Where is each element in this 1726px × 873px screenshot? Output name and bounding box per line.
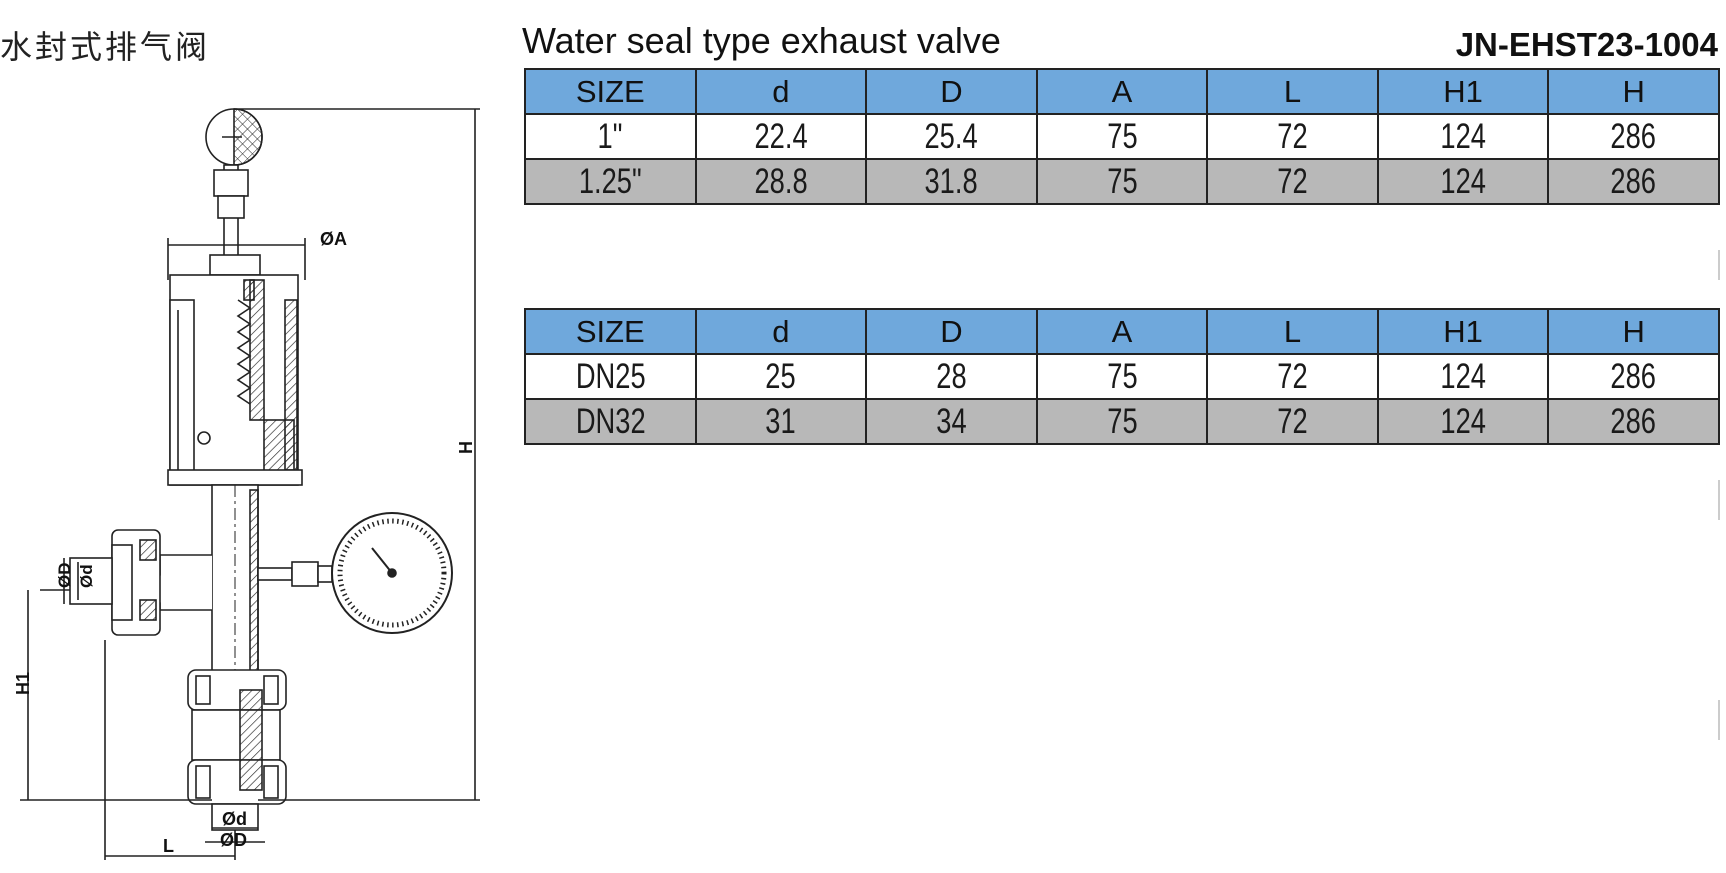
table-cell: 25.4 bbox=[865, 113, 1038, 160]
table-cell: 286 bbox=[1547, 158, 1720, 205]
header-d: d bbox=[694, 308, 868, 355]
header-D: D bbox=[865, 68, 1038, 115]
edge-mark bbox=[1718, 250, 1720, 280]
table-cell: 75 bbox=[1035, 353, 1209, 400]
header-a: A bbox=[1035, 308, 1209, 355]
table-cell: 25 bbox=[694, 353, 868, 400]
table-cell: DN25 bbox=[524, 353, 697, 400]
table-cell: 72 bbox=[1206, 353, 1379, 400]
edge-mark bbox=[1718, 480, 1720, 520]
header-d: d bbox=[694, 68, 868, 115]
table-cell: 75 bbox=[1035, 158, 1209, 205]
model-code: JN-EHST23-1004 bbox=[1455, 26, 1718, 63]
table-header-row: SIZE d D A L H1 H bbox=[524, 308, 1720, 355]
label-l: L bbox=[163, 836, 174, 856]
header-h: H bbox=[1547, 68, 1720, 115]
label-h1: H1 bbox=[13, 672, 33, 695]
title-chinese: 水封式排气阀 bbox=[0, 28, 211, 66]
table-cell: 1.25" bbox=[524, 158, 697, 205]
table-cell: 31 bbox=[694, 398, 868, 445]
table-cell: 1" bbox=[524, 113, 697, 160]
table-cell: 22.4 bbox=[694, 113, 868, 160]
pressure-gauge bbox=[257, 512, 453, 634]
table-cell: 72 bbox=[1206, 398, 1379, 445]
header-l: L bbox=[1206, 68, 1379, 115]
header-h1: H1 bbox=[1376, 68, 1550, 115]
label-dia-d-small: Ød bbox=[77, 564, 96, 588]
spec-table-dn: SIZE d D A L H1 H DN25 25 28 75 72 124 2… bbox=[524, 308, 1720, 445]
table-cell: 124 bbox=[1376, 113, 1550, 160]
table-header-row: SIZE d D A L H1 H bbox=[524, 68, 1720, 115]
table-cell: 72 bbox=[1206, 158, 1379, 205]
table-cell: 286 bbox=[1547, 398, 1720, 445]
table-row: 1" 22.4 25.4 75 72 124 286 bbox=[524, 113, 1720, 160]
table-row: DN32 31 34 75 72 124 286 bbox=[524, 398, 1720, 445]
table-cell: 72 bbox=[1206, 113, 1379, 160]
label-bottom-dia-d-small: Ød bbox=[222, 809, 247, 829]
label-dia-d-big: ØD bbox=[55, 563, 74, 589]
side-inlet bbox=[69, 529, 212, 636]
table-row: 1.25" 28.8 31.8 75 72 124 286 bbox=[524, 158, 1720, 205]
table-cell: 28 bbox=[865, 353, 1038, 400]
table-cell: 75 bbox=[1035, 113, 1209, 160]
label-h: H bbox=[456, 441, 476, 454]
table-row: DN25 25 28 75 72 124 286 bbox=[524, 353, 1720, 400]
ball-handle bbox=[205, 108, 263, 166]
edge-mark bbox=[1718, 700, 1720, 740]
table-cell: 75 bbox=[1035, 398, 1209, 445]
table-cell: DN32 bbox=[524, 398, 697, 445]
header-l: L bbox=[1206, 308, 1379, 355]
table-cell: 31.8 bbox=[865, 158, 1038, 205]
header-D: D bbox=[865, 308, 1038, 355]
header-size: SIZE bbox=[524, 308, 697, 355]
header-h: H bbox=[1547, 308, 1720, 355]
table-cell: 124 bbox=[1376, 158, 1550, 205]
valve-body bbox=[167, 274, 303, 486]
title-english: Water seal type exhaust valve bbox=[522, 20, 1001, 61]
label-bottom-dia-d-big: ØD bbox=[220, 830, 247, 850]
table-cell: 286 bbox=[1547, 113, 1720, 160]
table-cell: 124 bbox=[1376, 398, 1550, 445]
header-a: A bbox=[1035, 68, 1209, 115]
table-cell: 34 bbox=[865, 398, 1038, 445]
table-cell: 286 bbox=[1547, 353, 1720, 400]
spec-table-inch: SIZE d D A L H1 H 1" 22.4 25.4 75 72 124… bbox=[524, 68, 1720, 205]
header-size: SIZE bbox=[524, 68, 697, 115]
table-cell: 124 bbox=[1376, 353, 1550, 400]
header-h1: H1 bbox=[1376, 308, 1550, 355]
valve-technical-drawing: ØA ØD Ød H H1 L Ød ØD bbox=[13, 108, 480, 860]
label-dia-a: ØA bbox=[320, 229, 347, 249]
table-cell: 28.8 bbox=[694, 158, 868, 205]
